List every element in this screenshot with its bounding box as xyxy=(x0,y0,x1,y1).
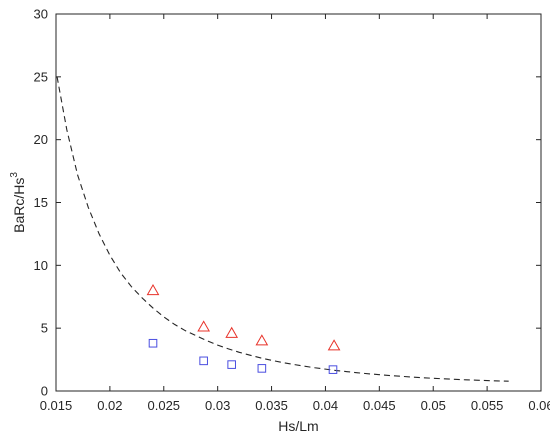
x-tick-label: 0.02 xyxy=(97,398,122,413)
y-tick-label: 10 xyxy=(34,258,48,273)
x-tick-label: 0.06 xyxy=(528,398,550,413)
square-marker xyxy=(199,356,208,366)
triangle-marker xyxy=(197,320,211,332)
y-tick-label: 0 xyxy=(41,384,48,399)
x-tick-label: 0.04 xyxy=(313,398,338,413)
y-tick-label: 5 xyxy=(41,321,48,336)
x-tick-label: 0.035 xyxy=(255,398,288,413)
x-axis-ticks: 0.015 0.02 0.025 0.03 0.035 0.04 0.045 0.05 0.05… xyxy=(40,14,550,413)
marker-layer xyxy=(146,283,341,374)
y-axis-ticks: 0 5 10 15 20 25 30 xyxy=(34,7,541,399)
x-axis-title: Hs/Lm xyxy=(278,418,318,434)
plot-area xyxy=(55,13,542,392)
square-marker xyxy=(257,364,267,373)
triangle-marker xyxy=(327,339,341,351)
y-tick-label: 30 xyxy=(34,7,48,22)
square-marker xyxy=(148,338,158,348)
y-axis-title-base: BaRc/Hs xyxy=(11,178,27,233)
x-tick-label: 0.025 xyxy=(148,398,181,413)
x-tick-label: 0.045 xyxy=(363,398,396,413)
plot-frame xyxy=(55,13,542,392)
y-tick-label: 15 xyxy=(34,195,48,210)
y-axis-title-superscript: 3 xyxy=(9,172,20,178)
x-tick-label: 0.03 xyxy=(205,398,230,413)
x-tick-label: 0.055 xyxy=(471,398,504,413)
triangle-marker xyxy=(255,334,269,346)
square-marker xyxy=(227,360,236,369)
y-tick-label: 20 xyxy=(34,132,48,147)
y-tick-label: 25 xyxy=(34,69,48,84)
square-marker xyxy=(328,365,338,374)
triangle-marker xyxy=(146,283,160,296)
y-axis-title: BaRc/Hs3 xyxy=(9,172,27,233)
x-tick-label: 0.05 xyxy=(421,398,446,413)
triangle-marker xyxy=(225,326,239,338)
fit-curve-layer xyxy=(56,76,509,382)
fit-curve xyxy=(56,76,509,382)
x-tick-label: 0.015 xyxy=(40,398,73,413)
